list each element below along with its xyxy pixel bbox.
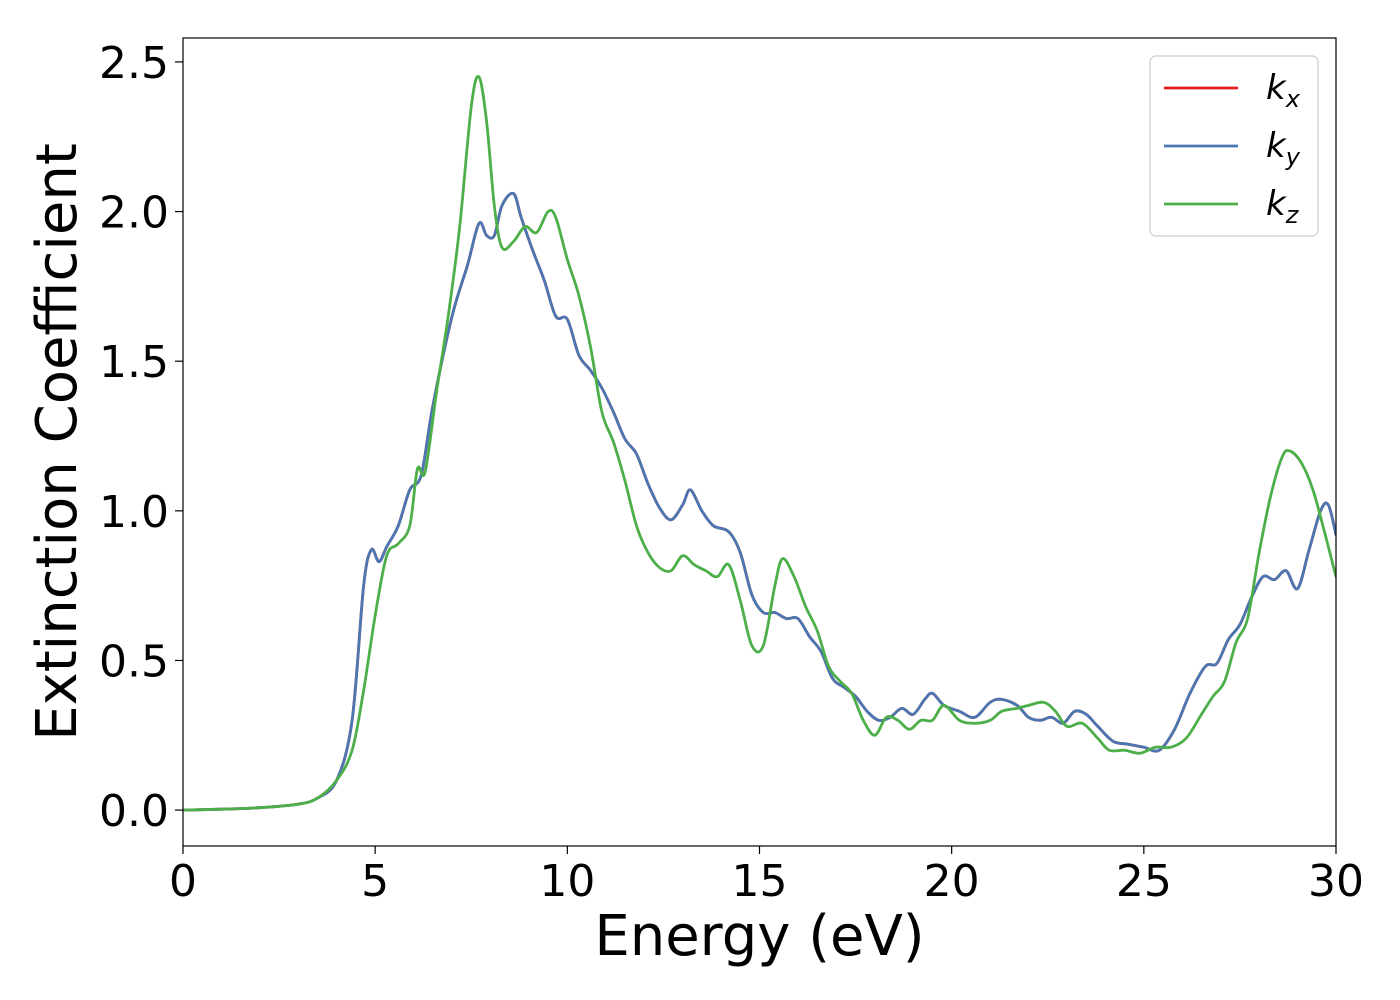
series-layer [183, 75, 1336, 812]
x-tick-label: 5 [361, 856, 389, 907]
y-tick-label: 2.0 [99, 188, 169, 239]
x-tick-label: 10 [539, 856, 595, 907]
x-axis: 0 5 10 15 20 25 30 [169, 846, 1364, 907]
legend-label-kz: kz [1266, 184, 1300, 229]
y-tick-label: 2.5 [99, 38, 169, 89]
y-tick-label: 0.0 [99, 786, 169, 837]
plot-area [182, 37, 1337, 847]
y-tick-label: 1.0 [99, 487, 169, 538]
y-tick-label: 1.5 [99, 337, 169, 388]
legend-label-kx: kx [1266, 68, 1301, 113]
x-tick-label: 0 [169, 856, 197, 907]
y-axis: 0.0 0.5 1.0 1.5 2.0 2.5 [99, 38, 183, 837]
y-tick-label: 0.5 [99, 636, 169, 687]
y-axis-title: Extinction Coefficient [25, 143, 90, 741]
x-tick-label: 20 [924, 856, 980, 907]
x-tick-label: 25 [1116, 856, 1172, 907]
x-tick-label: 15 [732, 856, 788, 907]
x-axis-title: Energy (eV) [594, 904, 924, 969]
legend-label-ky: ky [1266, 126, 1301, 171]
x-tick-label: 30 [1308, 856, 1364, 907]
legend-entries: kx ky kz [1164, 68, 1301, 229]
legend: kx ky kz [1149, 55, 1319, 237]
series-line-kz [183, 75, 1336, 812]
